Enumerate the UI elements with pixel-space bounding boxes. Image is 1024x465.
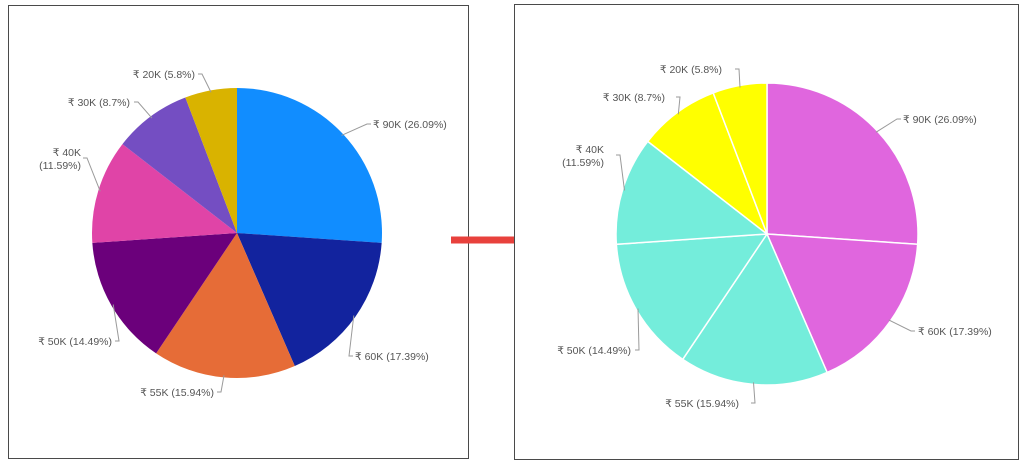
left-pie-slice[interactable] [92, 233, 237, 354]
left-data-label: ₹ 20K (5.8%) [133, 69, 195, 81]
right-pie-slice[interactable] [615, 233, 769, 361]
left-data-label: ₹ 40K (11.59%) [39, 147, 81, 172]
left-leader-line [112, 304, 120, 342]
right-leader-line [735, 68, 741, 88]
left-pie-chart: ₹ 90K (26.09%) ₹ 60K (17.39%) ₹ 55K (15.94… [38, 69, 447, 399]
left-leader-line [198, 73, 212, 93]
right-leader-line [616, 154, 625, 191]
left-chart-panel: ₹ 90K (26.09%) ₹ 60K (17.39%) ₹ 55K (15.94… [8, 5, 469, 459]
left-pie-slice[interactable] [156, 233, 295, 379]
right-pie-slice[interactable] [646, 91, 769, 237]
right-chart-panel: ₹ 90K (26.09%) ₹ 60K (17.39%) ₹ 55K (15.94… [514, 4, 1019, 460]
left-leader-line [83, 157, 101, 192]
left-data-label: ₹ 90K (26.09%) [373, 119, 447, 131]
left-data-label: ₹ 30K (8.7%) [68, 97, 130, 109]
right-pie-slice[interactable] [766, 82, 919, 246]
left-leader-line [134, 101, 153, 119]
left-leader-line [341, 123, 371, 136]
right-pie-chart: ₹ 90K (26.09%) ₹ 60K (17.39%) ₹ 55K (15.94… [557, 64, 992, 410]
left-leader-line [217, 375, 225, 393]
right-leader-line [875, 118, 901, 133]
left-leader-line [348, 315, 355, 357]
right-leader-line [751, 382, 756, 404]
right-data-label: ₹ 60K (17.39%) [918, 326, 992, 338]
left-pie-slice[interactable] [122, 97, 237, 233]
right-leader-line [676, 96, 681, 115]
left-data-label: ₹ 55K (15.94%) [140, 387, 214, 399]
left-data-label: ₹ 60K (17.39%) [355, 351, 429, 363]
right-data-label: ₹ 20K (5.8%) [660, 64, 722, 76]
left-pie-slice[interactable] [185, 88, 237, 233]
right-pie-slice[interactable] [615, 140, 770, 246]
left-pie-slice[interactable] [92, 144, 238, 243]
right-data-label: ₹ 50K (14.49%) [557, 345, 631, 357]
right-data-label: ₹ 90K (26.09%) [903, 114, 977, 126]
right-data-label: ₹ 40K (11.59%) [562, 144, 604, 169]
right-leader-line [635, 308, 640, 351]
left-data-label: ₹ 50K (14.49%) [38, 336, 112, 348]
right-data-label: ₹ 55K (15.94%) [665, 398, 739, 410]
left-pie-slice[interactable] [237, 233, 382, 366]
right-data-label: ₹ 30K (8.7%) [603, 92, 665, 104]
left-pie-slice[interactable] [237, 88, 382, 243]
right-leader-line [888, 319, 915, 332]
